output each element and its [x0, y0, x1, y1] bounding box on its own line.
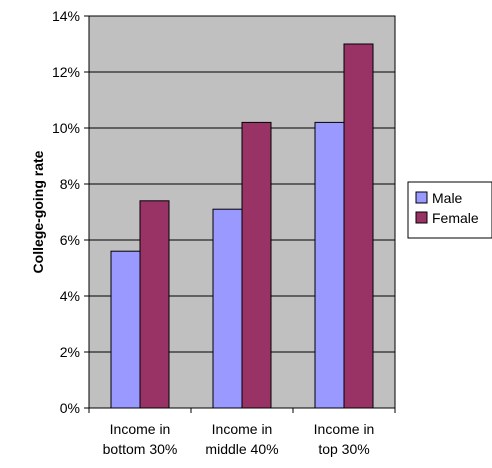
y-tick-label: 6%: [60, 232, 80, 248]
x-tick-label: Income in: [110, 421, 171, 437]
y-tick-label: 12%: [52, 64, 80, 80]
x-tick-label: top 30%: [318, 441, 369, 457]
y-tick-label: 0%: [60, 400, 80, 416]
bar-female: [241, 121, 272, 409]
x-tick-label: Income in: [212, 421, 273, 437]
x-tick-label: middle 40%: [205, 441, 278, 457]
legend-swatch-female: [415, 211, 428, 224]
bar-female: [343, 43, 374, 409]
y-tick-label: 8%: [60, 176, 80, 192]
bar-male: [212, 208, 243, 409]
legend-box: [407, 181, 492, 239]
bar-male: [314, 121, 345, 409]
y-tick-label: 14%: [52, 8, 80, 24]
y-axis: 0% 2% 4% 6% 8% 10% 12% 14%: [52, 8, 89, 416]
y-tick-label: 10%: [52, 120, 80, 136]
legend: Male Female: [407, 181, 492, 239]
x-tick-label: bottom 30%: [103, 441, 178, 457]
y-tick-label: 4%: [60, 288, 80, 304]
legend-swatch-male: [415, 191, 428, 204]
y-tick-label: 2%: [60, 344, 80, 360]
bar-male: [110, 250, 141, 409]
y-axis-title: College-going rate: [30, 150, 46, 273]
legend-label-female: Female: [432, 210, 479, 226]
x-axis: Income in bottom 30% Income in middle 40% In…: [88, 408, 396, 457]
x-tick-label: Income in: [314, 421, 375, 437]
legend-label-male: Male: [432, 190, 463, 206]
bar-female: [139, 200, 170, 409]
bars: [110, 43, 374, 409]
